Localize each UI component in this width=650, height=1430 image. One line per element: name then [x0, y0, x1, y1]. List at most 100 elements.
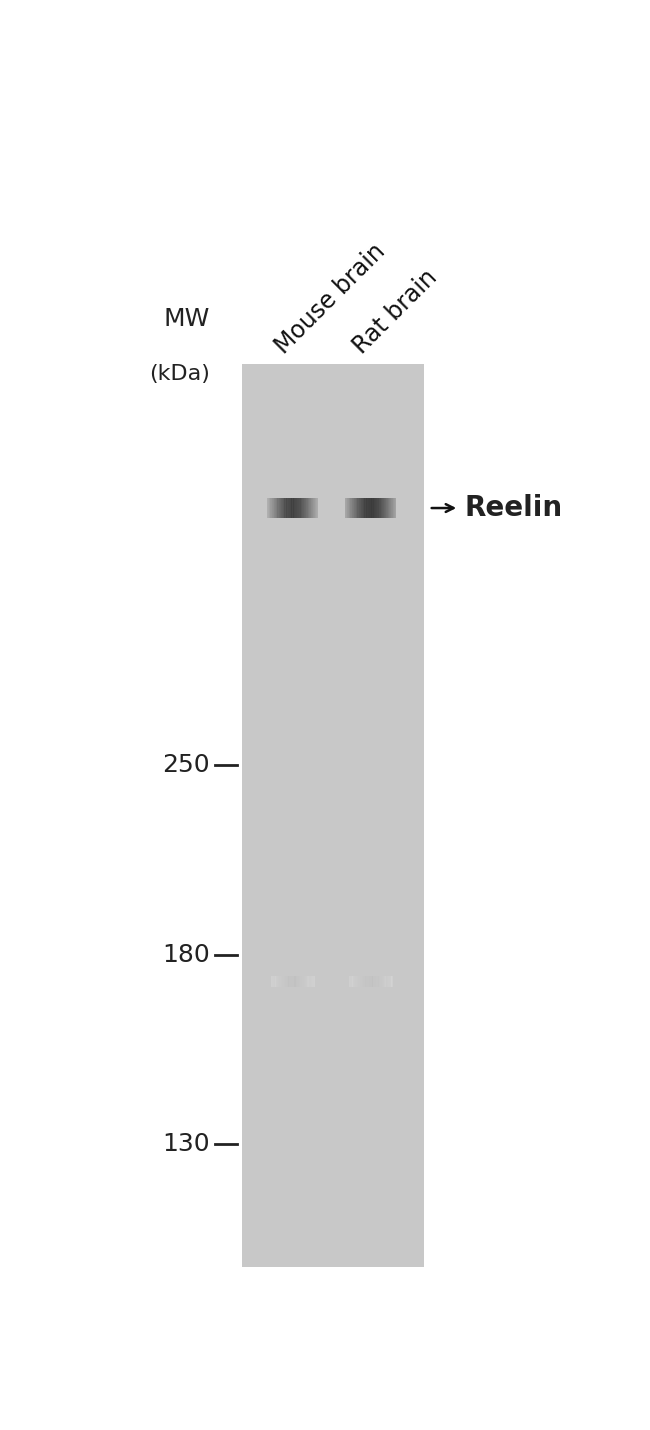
Bar [368, 498, 369, 518]
Bar [271, 498, 272, 518]
Bar [279, 498, 280, 518]
Bar [294, 498, 296, 518]
Bar [387, 498, 388, 518]
Bar [292, 498, 293, 518]
Bar [306, 498, 307, 518]
Bar [284, 498, 285, 518]
Bar [381, 498, 382, 518]
Bar [362, 498, 363, 518]
Bar [297, 498, 298, 518]
Text: MW: MW [163, 307, 210, 332]
Bar [303, 498, 304, 518]
Bar [354, 498, 355, 518]
Bar [312, 498, 313, 518]
Bar [359, 498, 360, 518]
Bar [353, 498, 354, 518]
Bar [351, 498, 352, 518]
Bar [304, 498, 305, 518]
Bar [360, 498, 361, 518]
Bar [291, 498, 292, 518]
Bar [357, 498, 358, 518]
Bar [374, 498, 375, 518]
Bar [389, 498, 390, 518]
Bar [282, 498, 283, 518]
Bar [366, 498, 367, 518]
Bar [270, 498, 271, 518]
Bar [385, 498, 386, 518]
Bar [365, 498, 366, 518]
Bar [367, 498, 368, 518]
Bar [310, 498, 311, 518]
Bar [350, 498, 351, 518]
Bar [290, 498, 291, 518]
Bar [288, 498, 289, 518]
Bar [375, 498, 376, 518]
Text: Rat brain: Rat brain [349, 266, 442, 359]
Bar [311, 498, 312, 518]
Bar [274, 498, 275, 518]
Bar [289, 498, 290, 518]
Bar [290, 498, 291, 518]
Bar [384, 498, 385, 518]
Bar [373, 498, 374, 518]
Bar [267, 498, 268, 518]
Bar [376, 498, 377, 518]
Bar [278, 498, 279, 518]
Bar [370, 498, 371, 518]
Bar [349, 498, 350, 518]
Bar [313, 498, 314, 518]
Bar [295, 498, 296, 518]
Bar [298, 498, 299, 518]
Bar [275, 498, 276, 518]
Bar [299, 498, 300, 518]
Bar [395, 498, 396, 518]
Bar [287, 498, 288, 518]
Text: (kDa): (kDa) [149, 365, 210, 385]
Bar [372, 498, 374, 518]
Bar [314, 498, 315, 518]
Bar [273, 498, 274, 518]
Text: Reelin: Reelin [464, 493, 562, 522]
Bar [382, 498, 383, 518]
Bar [285, 498, 286, 518]
Text: Mouse brain: Mouse brain [271, 239, 390, 359]
Bar [301, 498, 302, 518]
Bar [379, 498, 380, 518]
Bar [302, 498, 303, 518]
Bar [393, 498, 394, 518]
Bar [277, 498, 278, 518]
Bar [348, 498, 349, 518]
Bar [355, 498, 356, 518]
Bar [391, 498, 392, 518]
Bar [309, 498, 310, 518]
Bar [380, 498, 381, 518]
Bar [272, 498, 273, 518]
Bar [280, 498, 281, 518]
Bar [361, 498, 362, 518]
Bar [315, 498, 316, 518]
Bar [345, 498, 346, 518]
Bar [300, 498, 301, 518]
Bar [281, 498, 282, 518]
Bar [293, 498, 294, 518]
Text: 180: 180 [162, 944, 210, 967]
Bar [242, 365, 424, 1267]
Bar [377, 498, 378, 518]
Bar [283, 498, 284, 518]
Bar [352, 498, 353, 518]
Text: 250: 250 [162, 754, 210, 778]
Bar [347, 498, 348, 518]
Bar [374, 498, 376, 518]
Bar [390, 498, 391, 518]
Bar [276, 498, 277, 518]
Bar [358, 498, 359, 518]
Bar [363, 498, 364, 518]
Bar [307, 498, 308, 518]
Bar [369, 498, 370, 518]
Bar [364, 498, 365, 518]
Bar [269, 498, 270, 518]
Bar [371, 498, 372, 518]
Bar [317, 498, 318, 518]
Bar [388, 498, 389, 518]
Bar [392, 498, 393, 518]
